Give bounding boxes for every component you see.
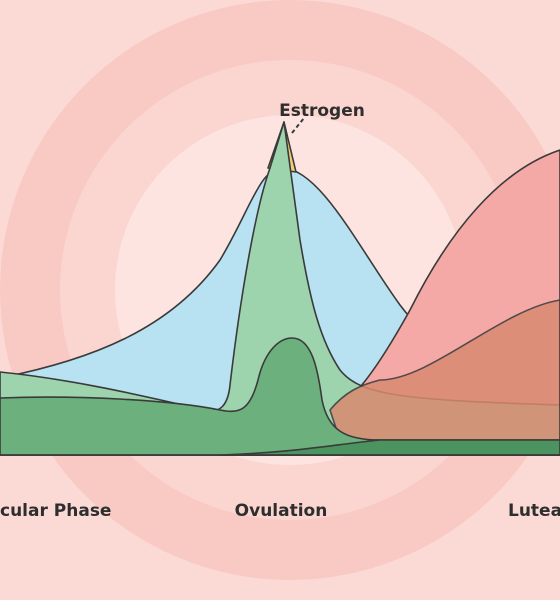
phase-label: cular Phase <box>0 501 111 521</box>
baseline-strip <box>219 439 560 456</box>
hormone-label: Estrogen <box>279 101 365 121</box>
label-pointer <box>291 117 305 134</box>
phase-label: Lutea <box>508 501 560 521</box>
orange-curve <box>329 299 560 441</box>
dark-green-curve <box>0 337 560 456</box>
phase-label: Ovulation <box>235 501 328 521</box>
